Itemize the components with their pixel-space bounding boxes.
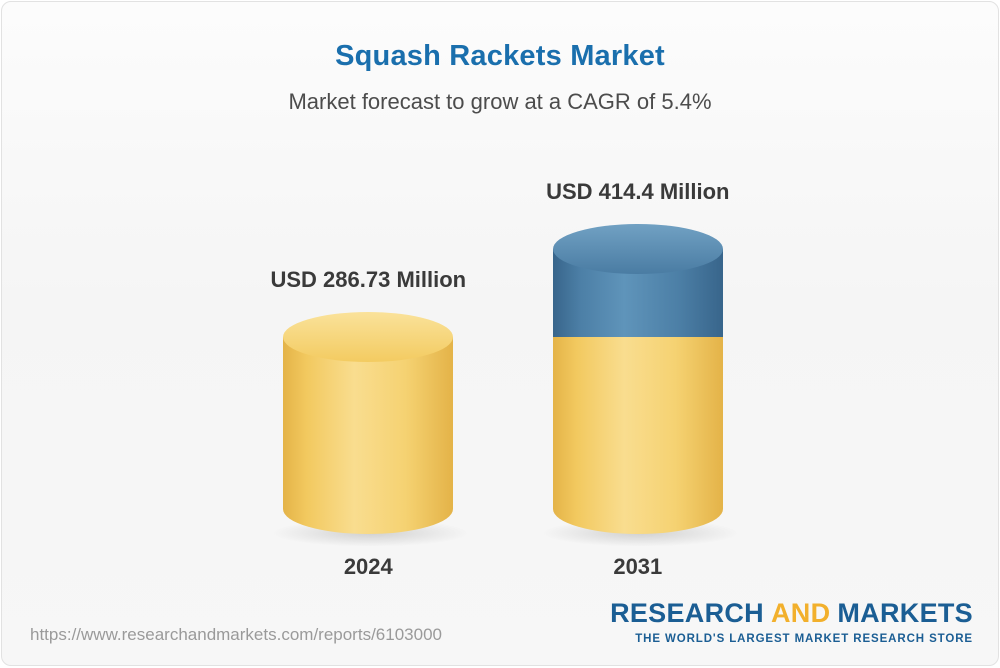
cylinder-2031-top-ellipse (552, 224, 723, 274)
cylinder-2024-top-ellipse (283, 312, 454, 362)
cylinder-2024 (263, 312, 479, 548)
cylinder-2031 (532, 224, 748, 548)
bar-group-2031: USD 414.4 Million 2031 (532, 179, 748, 580)
page-footer: https://www.researchandmarkets.com/repor… (2, 589, 998, 665)
chart-header: Squash Rackets Market Market forecast to… (2, 2, 998, 115)
report-url-link[interactable]: https://www.researchandmarkets.com/repor… (30, 625, 442, 644)
chart-subtitle: Market forecast to grow at a CAGR of 5.4… (288, 89, 712, 114)
brand-logo[interactable]: RESEARCH AND MARKETS THE WORLD'S LARGEST M… (610, 598, 973, 645)
year-label-2031: 2031 (613, 554, 663, 579)
value-label-2031: USD 414.4 Million (546, 179, 730, 204)
bar-group-2024: USD 286.73 Million 2024 (263, 267, 479, 580)
logo-and-text: AND (770, 598, 831, 628)
chart-area: USD 286.73 Million 2024 USD 414.4 Millio… (2, 179, 998, 580)
year-label-2024: 2024 (343, 554, 393, 579)
logo-tagline: THE WORLD'S LARGEST MARKET RESEARCH STOR… (635, 633, 973, 645)
logo-markets-text: MARKETS (837, 598, 973, 628)
cylinder-2024-body (283, 337, 454, 534)
chart-title: Squash Rackets Market (335, 40, 665, 72)
cylinder-2031-base-segment (552, 337, 723, 534)
logo-research-text: RESEARCH (610, 598, 764, 628)
value-label-2024: USD 286.73 Million (270, 267, 467, 292)
logo-wordmark: RESEARCH AND MARKETS (610, 598, 973, 629)
